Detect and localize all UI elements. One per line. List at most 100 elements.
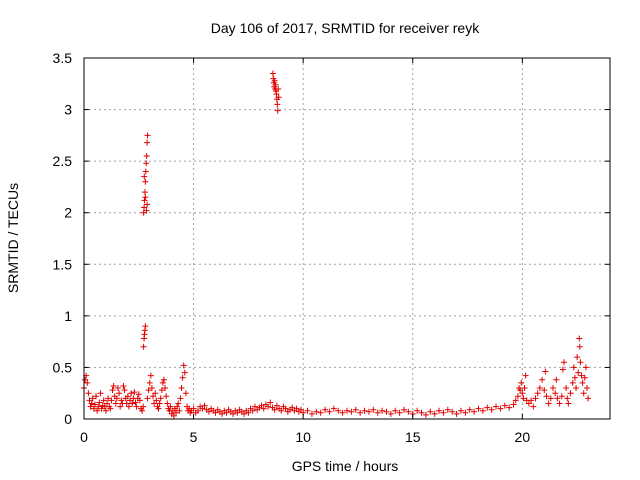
data-point [249,407,256,414]
data-point [131,389,138,396]
data-point [370,406,377,413]
data-point [223,409,230,416]
data-point [518,379,525,386]
data-point [82,376,89,383]
data-point [135,391,142,398]
data-point [274,107,281,114]
data-point [133,403,140,410]
data-point [275,94,282,101]
x-tick-label: 0 [80,429,88,445]
y-tick-label: 3 [64,102,72,118]
data-point [418,409,425,416]
data-point [140,343,147,350]
data-point [89,395,96,402]
data-point [565,400,572,407]
data-point [125,403,132,410]
data-point [205,408,212,415]
data-point [457,407,464,414]
data-point [110,382,117,389]
data-point [532,395,539,402]
data-point [289,404,296,411]
data-point [484,404,491,411]
data-point [576,335,583,342]
data-point [400,406,407,413]
data-point [396,409,403,416]
x-tick-label: 10 [295,429,311,445]
data-point [112,400,119,407]
data-point [147,372,154,379]
data-point [152,390,159,397]
data-point [542,368,549,375]
data-point [159,379,166,386]
data-point [579,379,586,386]
data-point [179,374,186,381]
data-point [525,400,532,407]
data-point [552,390,559,397]
data-point [317,409,324,416]
data-point [142,178,149,185]
data-point [576,343,583,350]
data-point [175,400,182,407]
data-point [94,407,101,414]
data-point [539,376,546,383]
x-tick-label: 15 [405,429,421,445]
data-point [108,397,115,404]
data-point [522,372,529,379]
y-axis-label: SRMTID / TECUs [5,183,21,293]
data-point [190,405,197,412]
data-point [405,408,412,415]
data-point [577,359,584,366]
data-point [107,405,114,412]
data-point [160,376,167,383]
data-point [265,403,272,410]
data-point [116,390,123,397]
data-point [271,77,278,84]
data-point [558,393,565,400]
chart-title: Day 106 of 2017, SRMTID for receiver rey… [211,20,480,36]
data-point [578,372,585,379]
data-point [143,152,150,159]
data-point [127,397,134,404]
y-tick-label: 2.5 [53,153,73,169]
data-point [365,408,372,415]
data-point [387,410,394,417]
data-point [144,395,151,402]
data-point [479,407,486,414]
data-point [139,407,146,414]
data-point [273,91,280,98]
data-point [427,408,434,415]
data-point [583,385,590,392]
axis-ticks: 0 5 10 15 20 0 0.5 1 1.5 2 2.5 3 3.5 [53,50,610,445]
data-point [545,400,552,407]
y-tick-label: 1 [64,308,72,324]
data-point [181,369,188,376]
data-point [144,139,151,146]
data-point [178,385,185,392]
data-point [530,403,537,410]
data-point [105,395,112,402]
data-point [145,387,152,394]
data-point [512,397,519,404]
data-point [151,400,158,407]
data-point [553,376,560,383]
data-point [129,400,136,407]
data-point [414,407,421,414]
data-point [521,385,528,392]
y-tick-label: 2 [64,205,72,221]
data-point [550,385,557,392]
data-point [258,402,265,409]
data-point [90,405,97,412]
data-point [155,405,162,412]
data-point [91,401,98,408]
data-point [269,70,276,77]
data-point [440,409,447,416]
data-point [517,387,524,394]
data-point [570,364,577,371]
data-point [462,409,469,416]
data-point [267,399,274,406]
data-point [98,405,105,412]
x-axis-label: GPS time / hours [292,458,399,474]
plot-area-border [83,57,611,420]
data-point [339,409,346,416]
data-point [514,393,521,400]
